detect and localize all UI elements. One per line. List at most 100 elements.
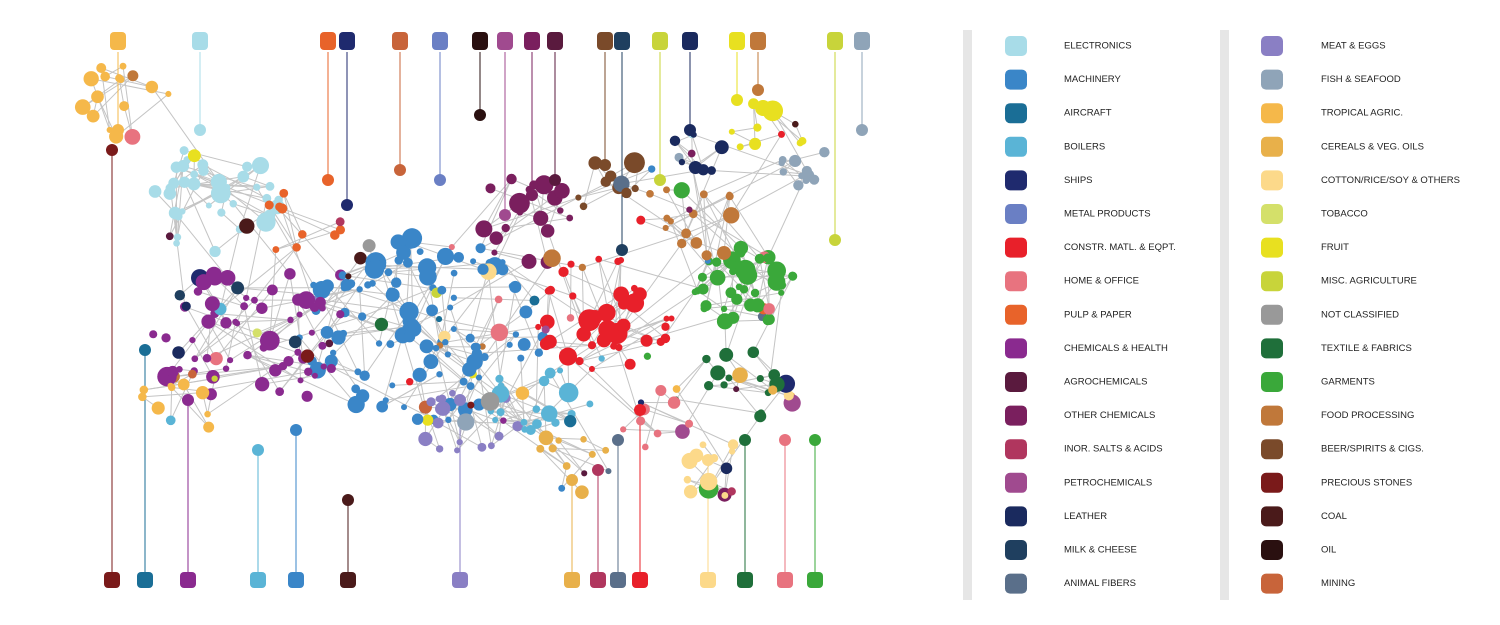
- edge: [142, 392, 203, 398]
- legend-label: PULP & PAPER: [1064, 309, 1132, 320]
- node: [624, 358, 636, 370]
- edge: [474, 299, 500, 348]
- legend-label: AGROCHEMICALS: [1064, 377, 1147, 388]
- pin-icon: [610, 572, 626, 588]
- edge: [194, 307, 263, 360]
- legend-label: TOBACCO: [1321, 209, 1368, 220]
- node: [581, 470, 588, 477]
- node: [809, 434, 821, 446]
- node: [402, 257, 413, 268]
- legend-icon: [1261, 506, 1283, 527]
- legend-icon: [1005, 170, 1027, 191]
- node: [702, 454, 714, 466]
- edge: [283, 193, 298, 248]
- node: [576, 327, 591, 342]
- node: [264, 200, 274, 210]
- node: [310, 281, 317, 289]
- edge: [716, 261, 758, 305]
- legend-label: HOME & OFFICE: [1064, 276, 1139, 287]
- node: [419, 267, 437, 286]
- node: [783, 390, 794, 401]
- node: [454, 394, 466, 406]
- node: [243, 294, 250, 302]
- node: [450, 269, 458, 277]
- node: [265, 181, 275, 191]
- edge: [171, 386, 210, 428]
- node: [426, 397, 436, 407]
- node: [533, 210, 549, 226]
- node: [516, 209, 524, 216]
- edge: [540, 448, 567, 467]
- edge: [359, 289, 366, 376]
- node: [178, 176, 191, 188]
- edge: [675, 358, 707, 400]
- node: [637, 399, 645, 406]
- node: [660, 333, 671, 344]
- pin-icon: [339, 32, 355, 50]
- pin-icon: [180, 572, 196, 588]
- node: [148, 185, 162, 198]
- edge: [753, 103, 756, 144]
- node: [529, 295, 540, 306]
- node: [194, 124, 206, 136]
- node: [445, 416, 452, 424]
- node: [330, 230, 340, 240]
- node: [798, 137, 807, 145]
- node: [311, 372, 318, 379]
- node: [690, 237, 703, 249]
- node: [675, 424, 690, 439]
- node: [673, 182, 690, 199]
- node: [749, 137, 762, 150]
- node: [600, 176, 612, 188]
- node: [243, 350, 252, 360]
- node: [728, 448, 736, 455]
- node: [494, 431, 504, 441]
- edge: [276, 206, 348, 286]
- node: [578, 263, 587, 272]
- node: [543, 249, 561, 268]
- node: [779, 168, 788, 176]
- node: [586, 400, 594, 408]
- node: [394, 164, 406, 176]
- node: [762, 314, 774, 326]
- node: [266, 284, 278, 296]
- node: [304, 367, 313, 376]
- edge: [215, 289, 273, 359]
- edge: [494, 212, 521, 267]
- edge: [92, 75, 134, 117]
- node: [325, 339, 334, 348]
- node: [809, 174, 820, 185]
- edge: [730, 134, 782, 216]
- node: [819, 147, 830, 158]
- node: [324, 354, 338, 368]
- node: [719, 347, 734, 362]
- node: [341, 199, 353, 211]
- node: [201, 314, 216, 329]
- node: [711, 257, 722, 267]
- node: [252, 328, 262, 338]
- node: [541, 325, 550, 334]
- node: [450, 294, 458, 301]
- node: [562, 462, 571, 470]
- node: [480, 352, 489, 361]
- node: [595, 255, 603, 263]
- node: [86, 109, 100, 123]
- node: [616, 244, 628, 256]
- node: [515, 386, 530, 400]
- edge: [723, 308, 763, 318]
- edge: [269, 273, 291, 341]
- node: [239, 218, 255, 234]
- legend-icon: [1261, 304, 1283, 325]
- edge: [675, 398, 762, 414]
- edge: [275, 221, 341, 251]
- pin-icon: [827, 32, 843, 50]
- node: [497, 382, 505, 389]
- node: [737, 265, 758, 285]
- pins: [104, 32, 870, 588]
- node: [174, 212, 183, 221]
- edge: [757, 257, 769, 306]
- legend-icon: [1261, 540, 1283, 560]
- pin-icon: [750, 32, 766, 50]
- pin-icon: [737, 572, 753, 588]
- node: [557, 367, 564, 374]
